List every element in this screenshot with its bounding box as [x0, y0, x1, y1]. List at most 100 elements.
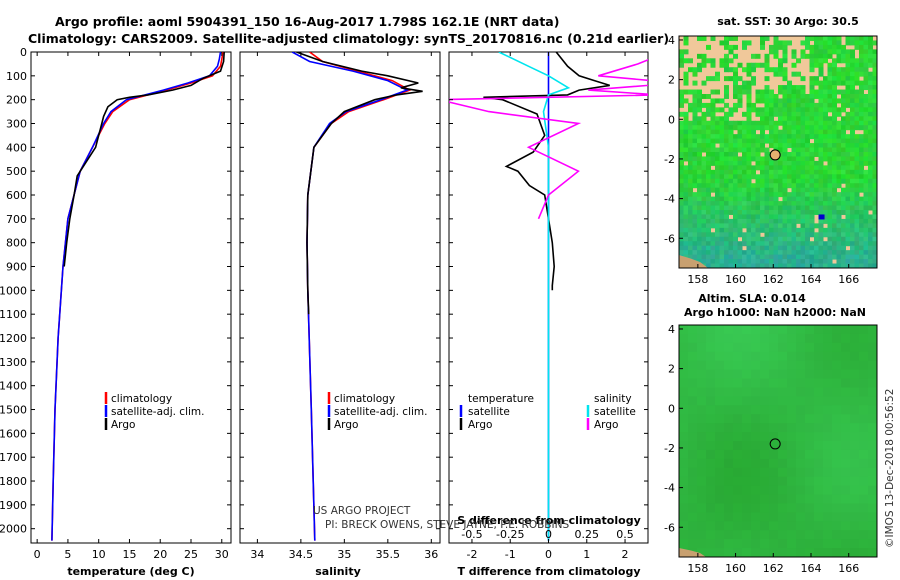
- sla-cell: [688, 441, 698, 451]
- sst-cell: [868, 205, 873, 211]
- sst-cell: [800, 201, 806, 207]
- sla-cell: [859, 369, 869, 380]
- sst-cell: [836, 263, 842, 269]
- sst-cell: [683, 241, 689, 247]
- sla-cell: [787, 351, 797, 362]
- sst-cell: [796, 183, 801, 189]
- sst-cell: [697, 174, 702, 180]
- sla-cell: [697, 387, 707, 397]
- sst-cell: [800, 143, 806, 149]
- sst-cell: [692, 134, 698, 140]
- sst-cell: [773, 218, 779, 224]
- sst-cell: [719, 62, 725, 68]
- sst-cell: [769, 160, 774, 166]
- sst-cell: [692, 89, 698, 95]
- sst-cell: [827, 85, 833, 91]
- lon-tick-label: 166: [838, 273, 859, 286]
- sst-cell: [832, 245, 837, 251]
- sst-cell: [751, 210, 756, 215]
- sla-cell: [805, 485, 815, 496]
- sst-cell: [719, 218, 725, 224]
- sst-cell: [715, 214, 720, 220]
- sla-map: [679, 325, 878, 558]
- sst-cell: [836, 192, 842, 198]
- sst-cell: [827, 236, 833, 242]
- sla-cell: [823, 449, 833, 460]
- sst-cell: [715, 165, 720, 171]
- sst-cell: [769, 192, 774, 198]
- sst-cell: [854, 143, 860, 149]
- sst-cell: [778, 192, 783, 198]
- sst-cell: [755, 263, 761, 269]
- sla-cell: [796, 432, 806, 442]
- difference-series: [449, 52, 648, 541]
- sla-cell: [706, 458, 716, 469]
- sst-cell: [796, 85, 801, 91]
- sst-cell: [800, 241, 806, 247]
- sla-cell: [724, 423, 734, 433]
- sst-cell: [832, 89, 837, 95]
- sst-cell: [782, 125, 788, 131]
- sst-cell: [724, 201, 729, 207]
- sst-cell: [827, 227, 833, 233]
- sst-cell: [782, 156, 788, 162]
- sst-cell: [706, 232, 711, 238]
- sst-cell: [823, 232, 828, 238]
- sla-cell: [769, 405, 779, 415]
- sst-cell: [863, 232, 869, 238]
- sst-cell: [683, 178, 689, 184]
- sst-cell: [710, 107, 716, 113]
- sst-cell: [760, 205, 765, 211]
- sla-cell: [841, 351, 851, 362]
- sst-cell: [827, 263, 833, 269]
- sst-cell: [778, 259, 783, 265]
- sst-cell: [683, 71, 689, 77]
- sst-cell: [818, 67, 824, 73]
- sst-cell: [832, 58, 837, 64]
- sla-cell: [724, 351, 734, 362]
- sst-cell: [832, 67, 837, 73]
- sst-cell: [850, 196, 855, 202]
- series-line-satellite-adj-clim-: [51, 52, 222, 541]
- sst-cell: [751, 263, 756, 269]
- sla-cell: [805, 458, 815, 469]
- sla-cell: [706, 405, 716, 415]
- sst-cell: [764, 232, 770, 238]
- sst-cell: [683, 152, 689, 157]
- sst-cell: [850, 205, 855, 211]
- sst-cell: [827, 53, 833, 59]
- sla-cell: [859, 351, 869, 362]
- sst-cell: [710, 120, 716, 126]
- sst-cell: [827, 80, 833, 86]
- sst-cell: [724, 62, 729, 68]
- sst-cell: [868, 62, 873, 68]
- sst-cell: [737, 192, 743, 198]
- sst-cell: [782, 147, 788, 153]
- sst-cell: [778, 129, 783, 135]
- sla-cell: [868, 521, 878, 531]
- sst-cell: [769, 89, 774, 95]
- sst-cell: [692, 94, 698, 99]
- sla-cell: [832, 423, 842, 433]
- x-tick-label: 20: [153, 548, 167, 561]
- sst-cell: [769, 169, 774, 175]
- sst-cell: [724, 134, 729, 140]
- sst-cell: [683, 36, 689, 41]
- lon-tick-label: 160: [725, 273, 746, 286]
- sla-cell: [796, 333, 806, 344]
- lat-tick-label: 2: [668, 74, 675, 87]
- sst-cell: [823, 111, 828, 117]
- sst-cell: [836, 201, 842, 207]
- sst-cell: [845, 80, 851, 86]
- sst-cell: [845, 76, 851, 82]
- sst-cell: [868, 254, 873, 260]
- sst-cell: [782, 263, 788, 269]
- sst-cell: [769, 245, 774, 251]
- sst-cell: [814, 196, 819, 202]
- sst-cell: [742, 147, 747, 153]
- sst-cell: [778, 250, 783, 256]
- sla-cell: [841, 369, 851, 380]
- sst-cell: [845, 125, 851, 131]
- sla-cell: [841, 333, 851, 344]
- sst-cell: [809, 187, 815, 193]
